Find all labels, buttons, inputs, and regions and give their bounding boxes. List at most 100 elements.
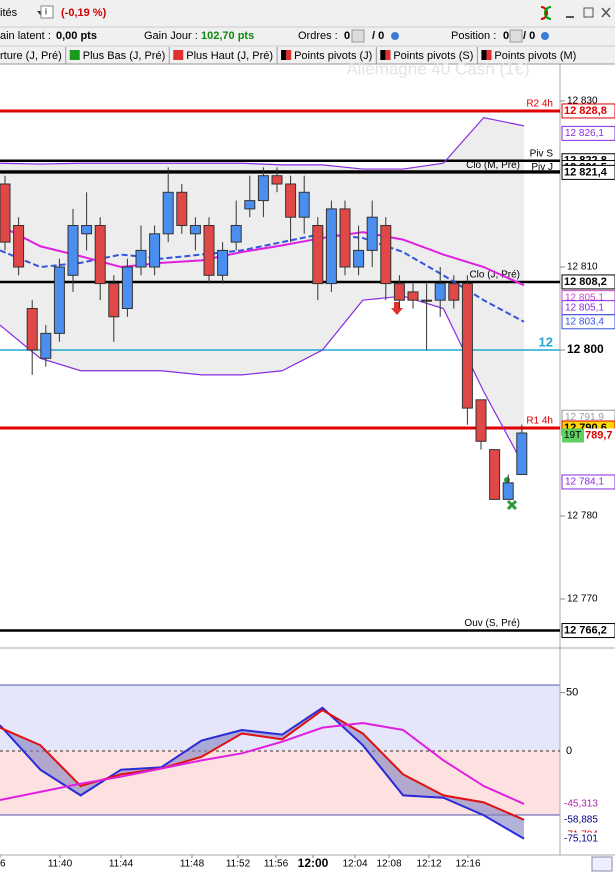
gain-value: 102,70 pts [201,30,254,42]
maximize[interactable] [583,7,594,18]
axis-box [561,274,615,290]
candle-body [13,225,25,268]
osc-value: -45,313 [564,799,598,810]
tab-icon [69,50,80,60]
orders-icon[interactable] [351,29,365,43]
tag-label: 789,7 [585,429,613,441]
candle-body [189,225,201,235]
osc-value: -75,101 [564,833,598,844]
indicator-value: 12 805,1 [565,292,604,303]
tab-label[interactable]: Points pivots (M) [494,50,576,62]
candle-body [366,216,378,251]
time-label: 11:44 [109,859,134,870]
level-name: R1 4h [526,416,553,427]
signal-dot [504,477,510,483]
band-fill [0,117,524,467]
osc-cloud [0,707,524,839]
latent-label: ain latent : [0,30,51,42]
candle-body [230,225,242,243]
tab-icon [486,50,492,60]
change: (-0,19 %) [61,7,107,19]
watermark: Allemagne 40 Cash (1€) [346,59,529,78]
tab-label[interactable]: Plus Bas (J, Pré) [83,50,166,62]
time-label: 12:12 [416,859,441,870]
y-tick-label: 12 830 [567,96,598,107]
gear-icon[interactable] [391,32,399,40]
candle-body [461,283,473,409]
gain-label: Gain Jour : [144,30,198,42]
candle-body [285,183,297,218]
tab-label[interactable]: Points pivots (J) [294,50,372,62]
y-tick-label: 12 810 [567,262,598,273]
close[interactable] [601,7,611,18]
indicator-value: 12 805,1 [565,302,604,313]
axis-box [561,314,615,330]
tab-label[interactable]: Points pivots (S) [393,50,473,62]
candle-body [516,432,528,475]
candle-body [407,291,419,301]
level-name: Piv S [530,148,554,159]
candle-body [244,200,256,210]
sell-arrow [391,302,403,315]
tab-label[interactable]: rture (J, Pré) [0,50,62,62]
candle-body [176,191,188,227]
candle-body [448,283,460,301]
level-name: 12 [539,334,553,349]
level-name: Clo (J, Pré) [469,270,520,281]
level-value: 12 808,2 [564,276,607,288]
level-name: R2 4h [526,99,553,110]
candle-body [475,399,487,442]
position-count: 0 [503,30,509,42]
level-name: Clo (M, Pré) [466,160,520,171]
menu[interactable]: ités [0,7,18,19]
tab-icon [286,50,292,60]
candle-body [312,225,324,285]
refresh-icon[interactable] [540,6,548,20]
y-tick-label: 12 780 [567,511,598,522]
lower-band [0,295,525,467]
scroll-button[interactable] [591,856,613,872]
time-label: 12:00 [298,856,329,870]
osc-line [0,706,525,840]
level-name: Piv J [531,162,553,173]
gear-icon[interactable] [541,32,549,40]
moving-average [0,232,525,323]
candle-body [502,482,514,500]
candle-body [339,208,351,268]
time-label: 11:56 [264,859,289,870]
osc-upper-zone [0,685,560,750]
position-icon[interactable] [509,29,523,43]
time-label: 12:16 [455,859,480,870]
time-label: 12:04 [342,859,367,870]
axis-box [561,103,615,119]
info-i: i [45,6,47,16]
info-icon[interactable] [40,5,54,19]
candle-body [257,175,269,202]
average-line [0,224,525,287]
tag-prefix-box [562,428,584,443]
level-name: Ouv (S, Pré) [464,618,520,629]
osc-line [0,721,525,805]
orders-total: / 0 [372,30,384,42]
tab-label[interactable]: Plus Haut (J, Pré) [186,50,273,62]
candle-body [135,249,147,268]
refresh-icon[interactable] [544,6,552,20]
candle-body [353,249,365,268]
time-label: 6 [0,859,6,870]
osc-tick-label: 0 [566,745,572,757]
osc-tick-label: 50 [566,687,578,699]
candle-body [162,191,174,235]
candle-body [121,266,133,309]
tag-box [584,428,615,443]
axis-box [561,623,615,639]
candle-body [81,225,93,235]
osc-line [0,708,525,821]
candle-body [53,266,65,334]
axis-box [561,125,615,141]
level-value: 12 821,4 [564,166,608,178]
candle-body [0,183,11,243]
candle-body [489,449,501,500]
axis-box [562,813,615,826]
